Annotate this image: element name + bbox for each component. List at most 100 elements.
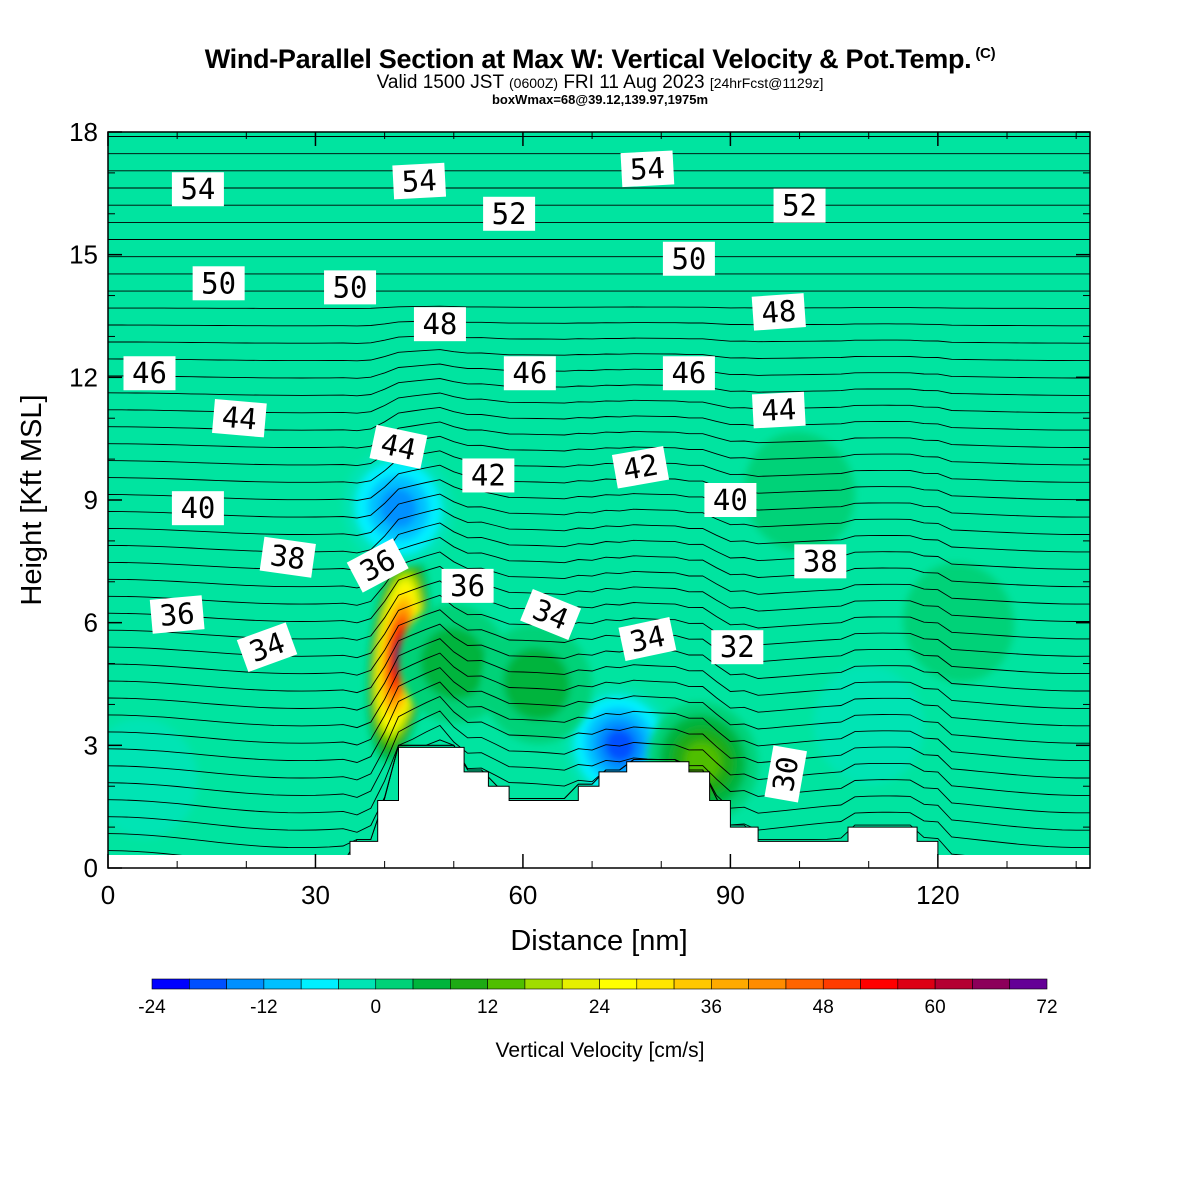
contour-label-text: 44 [221,400,259,437]
colorbar-title: Vertical Velocity [cm/s] [496,1039,705,1062]
y-axis-title: Height [Kft MSL] [16,394,48,605]
contour-label-text: 48 [422,307,457,341]
w-feature-4 [108,718,198,838]
contour-label-box [212,399,267,438]
w-feature-9 [481,624,593,744]
colorbar-tick-label: -12 [250,997,277,1018]
contour-label: 42 [611,446,670,489]
contour-label: 54 [171,172,224,207]
colorbar-swatch [263,978,302,990]
contour-label-text: 34 [627,619,668,660]
colorbar-tick-label: 60 [925,997,946,1018]
isentrope-line [108,464,1090,501]
contour-label-box [236,622,298,673]
contour-label-box [413,307,466,342]
contour-label: 38 [794,544,847,579]
chart-subtitle: Valid 1500 JST (0600Z) FRI 11 Aug 2023 [… [376,72,824,93]
contour-label-box [662,241,715,276]
isentrope-line [108,334,1090,344]
contour-label-box [149,595,205,634]
w-feature-1 [343,448,454,568]
contour-label: 46 [662,356,715,391]
colorbar-tick-label: 48 [813,997,834,1018]
contour-label: 50 [192,266,245,301]
contour-label-text: 44 [378,427,419,468]
contour-label-box [704,483,757,517]
colorbar-swatch [822,978,861,990]
colorbar-swatch [412,978,451,990]
isentrope-line [108,710,1090,798]
contour-label-box [520,588,582,640]
colorbar-swatch [226,978,265,990]
w-level-4 [903,562,1014,683]
terrain-layer [108,746,1090,869]
isentrope-line [108,609,1090,676]
isentrope-line [108,406,1090,432]
chart-title: Wind-Parallel Section at Max W: Vertical… [204,44,996,74]
contour-label: 50 [662,241,715,276]
contour-label-text: 54 [180,172,215,206]
contour-label-text: 48 [760,294,797,330]
isentrope-line [108,493,1090,536]
contour-label-text: 46 [512,356,547,390]
contour-label-text: 40 [713,483,748,517]
x-tick-label: 30 [301,880,330,910]
colorbar-swatch [972,978,1011,990]
contour-label-box [259,536,316,578]
contour-label-text: 54 [629,151,666,187]
isentrope-line [108,421,1090,449]
vertical-velocity-field [108,432,1014,838]
isentrope-line [108,435,1090,467]
contour-label-box [171,491,224,526]
contour-label: 44 [369,424,428,469]
contour-label-box [392,162,447,200]
contour-label-box [369,424,428,469]
colorbar-swatch [524,978,563,990]
contour-label: 30 [764,745,807,803]
contour-label-box [618,616,677,662]
colorbar-swatch [599,978,638,990]
y-tick-label: 15 [69,240,98,270]
y-tick-label: 0 [84,853,98,883]
contour-label: 52 [773,188,826,223]
isentrope-line [108,652,1090,729]
copyright-mark: (C) [975,45,996,62]
contour-label-box [764,745,807,803]
x-tick-label: 0 [101,880,115,910]
contour-label-text: 36 [450,569,485,603]
colorbar: -24 -12 0 12 24 36 48 60 72 Vertical Velocity [cm… [138,978,1058,1062]
isentrope-line [108,638,1090,711]
contour-label-text: 46 [132,356,167,390]
contour-label: 36 [149,595,205,634]
colorbar-swatch [673,978,712,990]
colorbar-swatch [785,978,824,990]
y-tick-label: 6 [84,608,98,638]
contour-label-text: 38 [268,538,307,577]
contour-label-box [123,356,176,391]
colorbar-swatch [934,978,973,990]
isentrope-line [108,695,1090,781]
contour-label-text: 54 [401,163,438,199]
isentrope-line [108,320,1090,327]
colorbar-tick-label: 0 [370,997,381,1018]
isentrope-line [108,363,1090,379]
contour-label: 54 [392,162,447,200]
colorbar-swatch [300,978,339,990]
colorbar-tick-label: -24 [138,997,166,1018]
colorbar-swatch [338,978,377,990]
x-tick-label: 60 [508,880,537,910]
w-level--20 [604,729,635,762]
colorbar-swatch [636,978,675,990]
isentrope-line [108,305,1090,309]
y-tick-label: 12 [69,362,98,392]
colorbar-swatch [450,978,488,990]
contour-label-box [662,356,715,391]
isentrope-line [108,392,1090,414]
colorbar-swatch [897,978,936,990]
w-feature-6 [903,562,1014,683]
isentrope-line [108,378,1090,397]
contour-label: 50 [324,270,377,305]
contour-label-box [751,293,806,331]
contour-label-box [794,544,847,579]
